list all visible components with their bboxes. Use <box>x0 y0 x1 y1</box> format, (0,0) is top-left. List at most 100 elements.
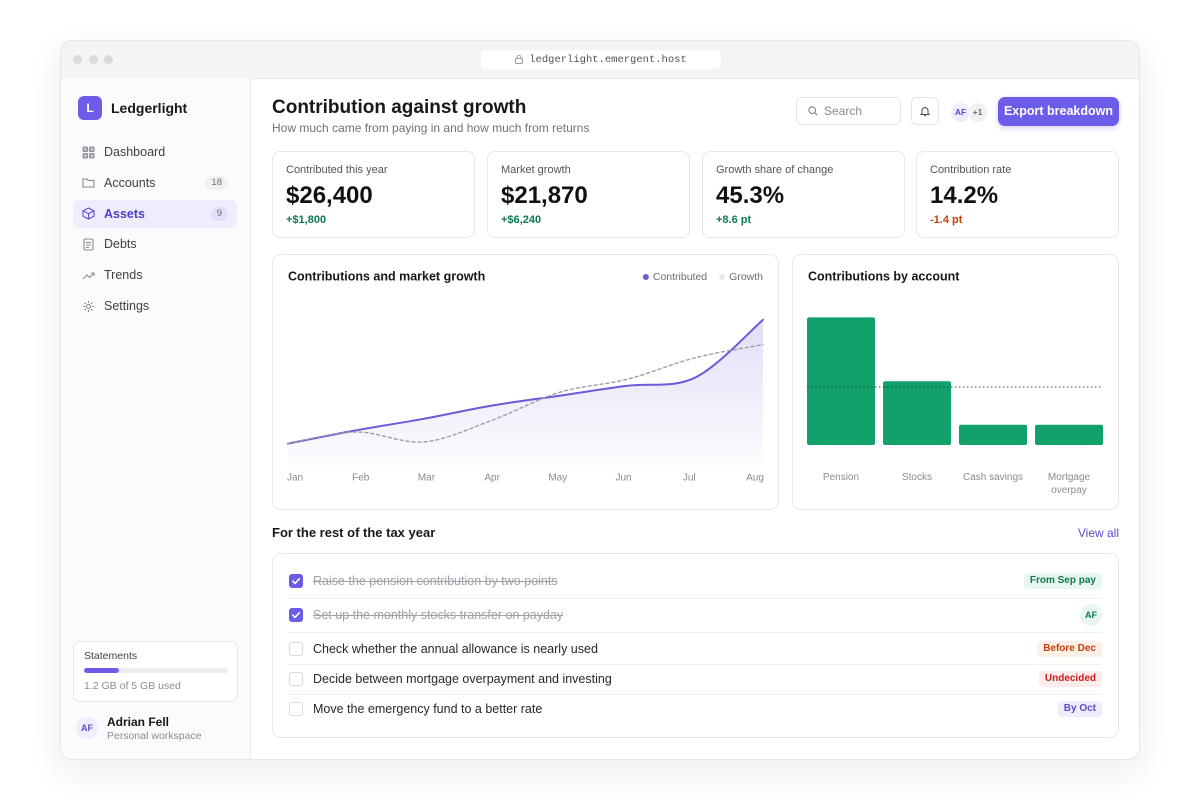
kpi-card: Growth share of change 45.3% +8.6 pt <box>702 151 905 238</box>
task-checkbox[interactable] <box>289 608 303 622</box>
nav-label: Assets <box>104 206 145 221</box>
icon-shape <box>83 300 94 312</box>
icon-shape <box>86 241 91 248</box>
page-subtitle: How much came from paying in and how muc… <box>272 121 590 135</box>
task-text: Check whether the annual allowance is ne… <box>313 642 598 656</box>
nav-label: Dashboard <box>104 145 166 159</box>
x-tick-label: Jul <box>683 473 696 484</box>
kpi-delta: -1.4 pt <box>930 214 963 226</box>
legend-swatch <box>719 274 726 280</box>
notifications-button[interactable] <box>911 97 939 125</box>
search-box[interactable]: Search <box>796 97 901 125</box>
x-tick-label: Apr <box>484 473 500 484</box>
check-icon <box>292 612 301 619</box>
task-checkbox[interactable] <box>289 642 303 656</box>
bar <box>1035 424 1103 445</box>
series-area <box>288 319 763 465</box>
lock-body <box>515 58 524 64</box>
task-text: Move the emergency fund to a better rate <box>313 702 543 716</box>
nav-icon <box>82 207 95 220</box>
nav-item[interactable]: Assets 9 <box>73 199 237 228</box>
task-tag: Undecided <box>1038 671 1102 687</box>
kpi-label: Growth share of change <box>716 164 834 176</box>
series-line <box>287 343 764 445</box>
nav-item[interactable]: Debts <box>73 230 237 258</box>
task-checkbox[interactable] <box>289 702 303 716</box>
chart-title: Contributions and market growth <box>288 269 485 283</box>
brand-name: Ledgerlight <box>111 100 188 116</box>
row-divider <box>288 664 1102 665</box>
url-bar[interactable]: ledgerlight.emergent.host <box>481 50 721 69</box>
nav-icon-glyph <box>82 207 95 220</box>
legend-label: Contributed <box>653 271 707 283</box>
nav-icon-glyph <box>83 300 94 312</box>
nav-item[interactable]: Dashboard <box>73 138 237 166</box>
nav-item[interactable]: Trends <box>73 261 237 289</box>
nav-item[interactable]: Accounts 18 <box>73 169 237 197</box>
tasks-card <box>272 553 1119 738</box>
legend-swatch <box>642 274 649 280</box>
kpi-value: 14.2% <box>930 182 999 209</box>
icon-shape <box>82 152 89 159</box>
check-icon <box>292 578 301 585</box>
brand-logo: L <box>78 96 102 120</box>
x-tick-label: Mortgage overpay <box>1047 472 1091 496</box>
storage-caption: 1.2 GB of 5 GB used <box>84 680 181 692</box>
x-tick-label: Aug <box>746 473 764 484</box>
x-tick-label: Feb <box>352 473 370 484</box>
tasks-title: For the rest of the tax year <box>272 525 436 540</box>
kpi-card: Contribution rate 14.2% -1.4 pt <box>916 151 1119 238</box>
nav-label: Debts <box>104 237 137 252</box>
avatar[interactable]: AF <box>950 102 971 123</box>
task-checkbox[interactable] <box>289 672 303 686</box>
kpi-label: Contributed this year <box>286 164 388 176</box>
bar <box>807 317 875 445</box>
page-title: Contribution against growth <box>272 97 527 118</box>
bell-body <box>920 106 930 115</box>
icon-shape <box>82 178 95 188</box>
task-text: Set up the monthly stocks transfer on pa… <box>313 608 564 622</box>
nav-icon <box>82 269 95 282</box>
bell-icon <box>920 106 930 116</box>
task-assignee: AF <box>1080 604 1102 626</box>
kpi-label: Market growth <box>501 164 571 176</box>
icon-shape <box>88 145 95 152</box>
chart-title: Contributions by account <box>808 269 960 283</box>
bar <box>959 424 1027 445</box>
storage-fill <box>84 668 119 673</box>
row-divider <box>288 632 1102 633</box>
icon-shape <box>85 303 92 309</box>
export-button[interactable]: Export breakdown <box>998 97 1119 126</box>
nav-icon <box>82 238 95 251</box>
x-tick-label: Jan <box>287 473 303 484</box>
icon-shape <box>82 145 89 152</box>
task-tag: From Sep pay <box>1023 573 1102 589</box>
kpi-label: Contribution rate <box>930 164 1012 176</box>
nav-item[interactable]: Settings <box>73 292 237 320</box>
legend-label: Growth <box>729 271 763 283</box>
kpi-card: Market growth $21,870 +$6,240 <box>487 151 690 238</box>
row-divider <box>288 598 1102 599</box>
user-workspace: Personal workspace <box>107 730 202 742</box>
view-all-link[interactable]: View all <box>1077 526 1119 540</box>
x-tick-label: Cash savings <box>962 472 1024 483</box>
kpi-delta: +$6,240 <box>501 214 542 226</box>
storage-title: Statements <box>84 650 138 662</box>
task-checkbox[interactable] <box>289 574 303 588</box>
kpi-card: Contributed this year $26,400 +$1,800 <box>272 151 475 238</box>
nav-label: Settings <box>104 299 150 313</box>
nav-icon <box>82 300 95 313</box>
window-dot <box>89 55 98 64</box>
user-name: Adrian Fell <box>107 715 170 729</box>
lock-shackle <box>516 55 522 59</box>
nav-icon-glyph <box>82 178 95 188</box>
kpi-delta: +8.6 pt <box>716 214 752 226</box>
search-lens <box>808 106 817 115</box>
bar <box>883 381 951 445</box>
user-avatar[interactable]: AF <box>76 717 98 739</box>
nav-icon <box>82 176 95 189</box>
icon-shape <box>88 152 95 159</box>
task-tag: By Oct <box>1057 701 1102 717</box>
